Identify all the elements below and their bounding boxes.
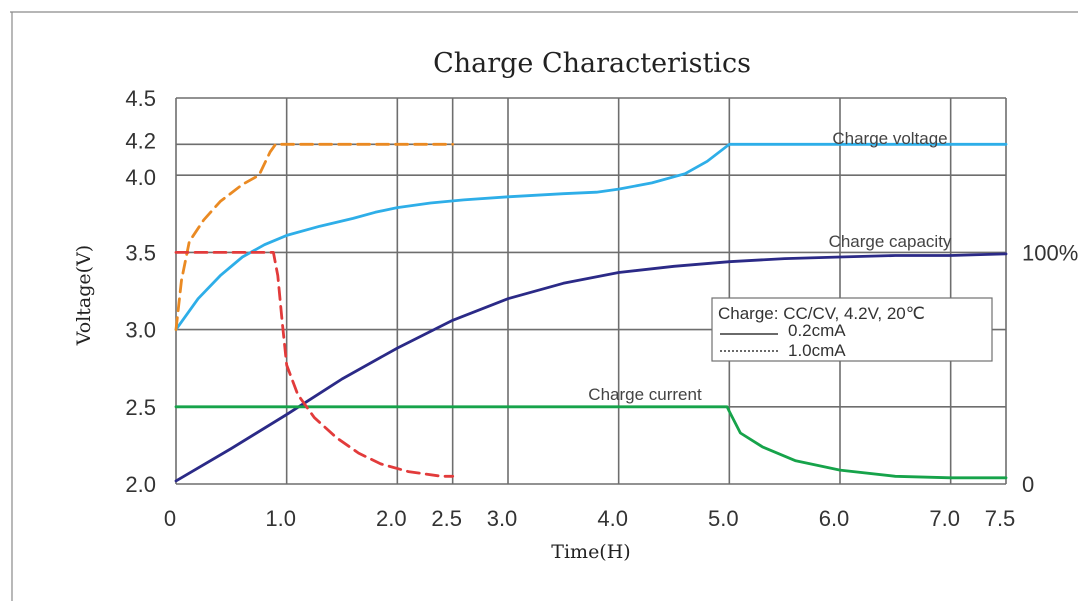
x-tick-label: 6.0 bbox=[819, 506, 850, 531]
y-tick-label: 2.0 bbox=[125, 472, 156, 497]
y-tick-label: 4.0 bbox=[125, 165, 156, 190]
x-tick-label: 0 bbox=[164, 506, 176, 531]
y-tick-label: 4.5 bbox=[125, 86, 156, 111]
legend-title: Charge: CC/CV, 4.2V, 20℃ bbox=[718, 304, 925, 323]
x-axis-title: Time(H) bbox=[551, 541, 630, 563]
legend-box bbox=[711, 297, 993, 362]
x-tick-label: 1.0 bbox=[265, 506, 296, 531]
x-tick-label: 5.0 bbox=[708, 506, 739, 531]
series-line-voltage_02 bbox=[174, 142, 1008, 331]
annotation-charge-capacity: Charge capacity bbox=[829, 232, 952, 251]
annotation-charge-voltage: Charge voltage bbox=[832, 129, 947, 148]
grid-lines bbox=[175, 97, 1007, 485]
y-axis-title: Voltage(V) bbox=[73, 245, 95, 346]
x-tick-label: 3.0 bbox=[487, 506, 518, 531]
tick-labels: 0 1.0 2.0 2.5 3.0 4.0 5.0 6.0 7.0 7.5 2.0 2.5 3.0 3.5… bbox=[125, 86, 1078, 531]
y-tick-label: 3.5 bbox=[125, 240, 156, 265]
legend-label-10cma: 1.0cmA bbox=[788, 341, 846, 360]
legend-label-02cma: 0.2cmA bbox=[788, 321, 846, 340]
right-axis-label: 100% bbox=[1022, 240, 1078, 265]
x-tick-label: 4.0 bbox=[597, 506, 628, 531]
annotation-charge-current: Charge current bbox=[588, 385, 702, 404]
series-line-voltage_10 bbox=[174, 142, 455, 331]
right-axis-label: 0 bbox=[1022, 472, 1034, 497]
series-line-current_10 bbox=[174, 251, 455, 478]
data-series bbox=[174, 142, 1008, 483]
series-line-current_02 bbox=[174, 405, 1008, 480]
x-tick-label: 7.0 bbox=[929, 506, 960, 531]
y-tick-label: 4.2 bbox=[125, 128, 156, 153]
x-tick-label: 2.0 bbox=[376, 506, 407, 531]
chart-title: Charge Characteristics bbox=[433, 48, 751, 79]
x-tick-label: 7.5 bbox=[985, 506, 1016, 531]
x-tick-label: 2.5 bbox=[431, 506, 462, 531]
legend: Charge: CC/CV, 4.2V, 20℃ 0.2cmA 1.0cmA bbox=[711, 297, 993, 362]
y-tick-label: 3.0 bbox=[125, 318, 156, 343]
y-tick-label: 2.5 bbox=[125, 395, 156, 420]
series-line-capacity_02 bbox=[174, 252, 1008, 483]
